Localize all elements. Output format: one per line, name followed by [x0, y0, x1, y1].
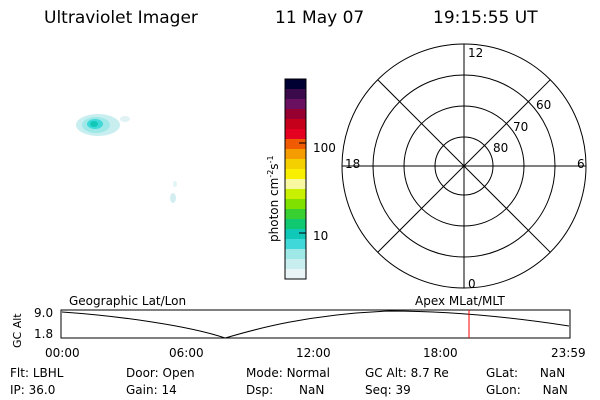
colorbar-unit-text: photon cm — [267, 177, 281, 242]
colorbar-cell — [285, 109, 306, 120]
timeline-left-title: Geographic Lat/Lon — [69, 294, 187, 308]
seq-value: 39 — [395, 383, 411, 397]
mode-value: Normal — [286, 366, 330, 380]
ip-info: IP: 36.0 — [10, 383, 55, 397]
timeline-right-title: Apex MLat/MLT — [415, 294, 505, 308]
ip-value: 36.0 — [28, 383, 56, 397]
colorbar-cell — [285, 259, 306, 270]
colorbar-cell — [285, 269, 306, 280]
door-label: Door: — [126, 366, 159, 380]
altitude-curve — [61, 310, 570, 339]
gcalt-info: GC Alt: 8.7 Re — [365, 366, 449, 380]
timeline-axis-label: GC Alt — [11, 313, 24, 348]
colorbar-cell — [285, 229, 306, 240]
colorbar — [284, 78, 307, 280]
colorbar-cell — [285, 199, 306, 210]
lat-label-80: 80 — [493, 141, 509, 155]
timeline-y-top: 9.0 — [34, 306, 54, 320]
mode-info: Mode: Normal — [246, 366, 330, 380]
glon-value: NaN — [542, 383, 568, 397]
mlt-label-18: 18 — [345, 157, 361, 171]
time-tick-1: 06:00 — [169, 346, 204, 360]
glon-label: GLon: — [486, 383, 521, 397]
colorbar-cell — [285, 99, 306, 110]
mlt-label-12: 12 — [468, 46, 484, 60]
filter-label: Flt: — [10, 366, 29, 380]
polar-diagonal-2 — [377, 79, 551, 253]
image-date: 11 May 07 — [275, 8, 365, 28]
gain-label: Gain: — [126, 383, 158, 397]
colorbar-cell — [285, 169, 306, 180]
glat-label: GLat: — [486, 366, 519, 380]
door-info: Door: Open — [126, 366, 195, 380]
mlt-label-0: 0 — [468, 277, 476, 291]
ip-label: IP: — [10, 383, 25, 397]
colorbar-cell — [285, 79, 306, 90]
door-value: Open — [162, 366, 195, 380]
colorbar-cell — [285, 179, 306, 190]
image-time: 19:15:55 UT — [433, 8, 538, 28]
colorbar-cell — [285, 159, 306, 170]
colorbar-cell — [285, 129, 306, 140]
glat-value: NaN — [539, 366, 566, 380]
colorbar-cell — [285, 119, 306, 130]
colorbar-cell — [285, 189, 306, 200]
colorbar-cell — [285, 139, 306, 150]
colorbar-cell — [285, 219, 306, 230]
colorbar-label-10: 10 — [313, 229, 329, 243]
colorbar-cell — [285, 249, 306, 260]
filter-value: LBHL — [32, 366, 64, 380]
auroral-speck — [170, 181, 177, 203]
mlt-label-6: 6 — [577, 157, 585, 171]
lat-label-60: 60 — [536, 98, 552, 112]
instrument-title: Ultraviolet Imager — [44, 8, 198, 28]
gcalt-value: 8.7 Re — [410, 366, 449, 380]
colorbar-unit-exp2: -1 — [266, 155, 275, 164]
mode-label: Mode: — [246, 366, 283, 380]
gain-value: 14 — [161, 383, 177, 397]
time-tick-0: 00:00 — [45, 346, 80, 360]
colorbar-cell — [285, 149, 306, 160]
gcalt-label: GC Alt: — [365, 366, 407, 380]
filter-info: Flt: LBHL — [10, 366, 63, 380]
glon-info: GLon: NaN — [486, 383, 568, 397]
time-tick-4: 23:59 — [551, 346, 586, 360]
timeline-frame — [60, 309, 571, 339]
timeline-plot — [60, 309, 571, 339]
time-tick-3: 18:00 — [423, 346, 458, 360]
colorbar-cell — [285, 209, 306, 220]
auroral-image — [76, 114, 177, 203]
colorbar-cell — [285, 89, 306, 100]
dsp-value: NaN — [298, 383, 325, 397]
polar-plot — [341, 43, 587, 289]
dsp-label: Dsp: — [246, 383, 274, 397]
colorbar-label-100: 100 — [313, 141, 336, 155]
colorbar-cell — [285, 239, 306, 250]
auroral-blob — [76, 114, 130, 136]
timeline-y-bottom: 1.8 — [34, 327, 54, 341]
gain-info: Gain: 14 — [126, 383, 177, 397]
lat-label-70: 70 — [513, 120, 529, 134]
time-tick-2: 12:00 — [296, 346, 331, 360]
glat-info: GLat: NaN — [486, 366, 565, 380]
colorbar-unit-label: photon cm-2s-1 — [266, 155, 281, 242]
seq-label: Seq: — [365, 383, 392, 397]
dsp-info: Dsp: NaN — [246, 383, 324, 397]
colorbar-unit-s: s — [267, 163, 281, 170]
colorbar-unit-exp1: -2 — [266, 169, 275, 178]
seq-info: Seq: 39 — [365, 383, 411, 397]
